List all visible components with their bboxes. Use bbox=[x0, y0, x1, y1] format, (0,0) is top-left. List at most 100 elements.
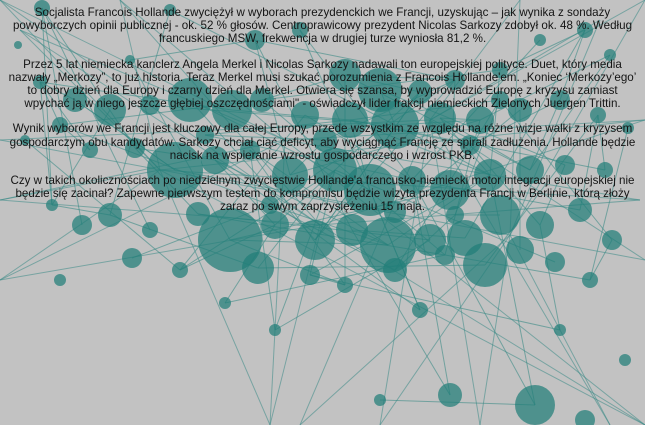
network-node bbox=[261, 196, 279, 214]
network-node bbox=[240, 140, 260, 160]
network-node bbox=[313, 128, 337, 152]
network-node bbox=[329, 59, 361, 91]
network-edge bbox=[159, 169, 271, 425]
network-node bbox=[604, 49, 616, 61]
network-edge bbox=[39, 81, 53, 206]
network-edge bbox=[254, 39, 456, 81]
network-edge bbox=[41, 7, 53, 206]
paragraph-election-result: Socjalista Francois Hollande zwyciężył w… bbox=[12, 6, 633, 46]
network-node bbox=[336, 214, 368, 246]
network-edge bbox=[479, 54, 611, 121]
network-edge bbox=[509, 19, 601, 236]
network-node bbox=[63, 88, 87, 112]
network-edge bbox=[109, 9, 171, 216]
network-edge bbox=[469, 144, 541, 226]
network-node bbox=[125, 138, 145, 158]
network-node bbox=[545, 252, 565, 272]
network-node bbox=[98, 203, 122, 227]
network-node bbox=[219, 297, 231, 309]
network-edge bbox=[304, 114, 413, 181]
network-node bbox=[408, 80, 432, 104]
network-edge bbox=[214, 159, 276, 226]
network-node bbox=[430, 170, 470, 210]
network-node bbox=[295, 220, 335, 260]
network-node bbox=[506, 236, 534, 264]
network-edge bbox=[579, 114, 599, 211]
network-node bbox=[577, 22, 593, 38]
network-node bbox=[460, 135, 480, 155]
network-edge bbox=[0, 139, 286, 201]
network-edge bbox=[429, 0, 521, 121]
network-node bbox=[619, 354, 631, 366]
network-node bbox=[164, 4, 176, 16]
network-node bbox=[555, 155, 575, 175]
network-node bbox=[554, 324, 566, 336]
network-node bbox=[474, 159, 506, 191]
network-node bbox=[82, 142, 98, 158]
network-edge bbox=[559, 29, 586, 101]
network-edge bbox=[0, 139, 286, 281]
network-edge bbox=[489, 69, 501, 176]
network-node bbox=[590, 107, 606, 123]
network-node bbox=[142, 222, 158, 238]
network-node bbox=[383, 258, 407, 282]
network-node bbox=[172, 262, 188, 278]
network-node bbox=[526, 211, 554, 239]
network-edge bbox=[509, 0, 645, 236]
network-edge bbox=[439, 117, 531, 171]
network-edge bbox=[509, 234, 645, 261]
network-node bbox=[435, 245, 455, 265]
network-node bbox=[344, 164, 396, 216]
network-node bbox=[125, 55, 135, 65]
network-nodes bbox=[14, 0, 634, 425]
network-node bbox=[94, 94, 126, 126]
network-node bbox=[300, 265, 320, 285]
paragraph-merkozy: Przez 5 lat niemiecka kanclerz Angela Me… bbox=[8, 57, 637, 111]
network-node bbox=[272, 157, 308, 193]
network-node bbox=[492, 62, 508, 78]
network-node bbox=[186, 202, 210, 226]
network-edge bbox=[597, 114, 606, 171]
network-node bbox=[198, 208, 262, 272]
network-edge bbox=[24, 139, 181, 271]
network-edge bbox=[499, 99, 613, 241]
network-edge bbox=[41, 7, 151, 231]
network-node bbox=[20, 135, 30, 145]
network-edge bbox=[429, 119, 611, 425]
network-node bbox=[358, 68, 402, 112]
network-node bbox=[261, 211, 289, 239]
network-node bbox=[332, 102, 368, 138]
network-edge bbox=[119, 0, 161, 171]
network-edge bbox=[429, 0, 645, 121]
network-node bbox=[291, 101, 319, 129]
network-node bbox=[140, 95, 160, 115]
network-node bbox=[212, 90, 252, 130]
network-node bbox=[33, 75, 47, 89]
network-node bbox=[250, 88, 274, 112]
network-edge bbox=[189, 99, 316, 241]
network-edge bbox=[249, 149, 346, 286]
network-node bbox=[534, 34, 546, 46]
network-edge bbox=[539, 224, 561, 331]
network-edge bbox=[284, 139, 641, 201]
network-edge bbox=[41, 7, 136, 149]
network-node bbox=[54, 274, 66, 286]
network-node bbox=[568, 198, 592, 222]
network-edge bbox=[484, 114, 599, 266]
network-node bbox=[242, 252, 274, 284]
network-node bbox=[147, 142, 203, 198]
network-node bbox=[445, 70, 465, 90]
network-edge bbox=[0, 169, 161, 201]
network-node bbox=[412, 302, 428, 318]
network-edge bbox=[39, 81, 91, 151]
network-edge bbox=[411, 179, 451, 396]
network-edge bbox=[41, 7, 83, 226]
network-node bbox=[515, 385, 555, 425]
network-edge bbox=[129, 39, 256, 61]
network-node bbox=[491, 91, 509, 109]
network-node bbox=[245, 30, 265, 50]
network-node bbox=[374, 394, 386, 406]
network-node bbox=[575, 410, 595, 425]
network-node bbox=[52, 117, 68, 133]
